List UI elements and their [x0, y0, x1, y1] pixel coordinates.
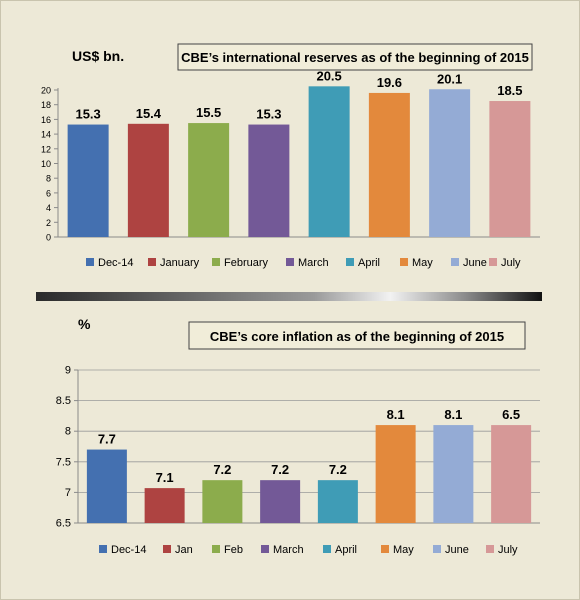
chart2-legend: Dec-14 Jan Feb March April May June July [99, 544, 518, 556]
legend-label: Feb [224, 544, 243, 556]
y-tick-label: 0 [46, 233, 51, 243]
section-divider [36, 292, 542, 301]
data-label: 8.1 [444, 407, 462, 422]
y-tick-label: 8 [46, 174, 51, 184]
y-tick-label: 7 [65, 487, 71, 499]
chart1-title: CBE’s international reserves as of the b… [181, 50, 529, 65]
y-tick-label: 20 [41, 86, 51, 96]
legend-label: Dec-14 [111, 544, 146, 556]
bar-june [433, 425, 474, 523]
y-tick-label: 18 [41, 100, 51, 110]
data-label: 18.5 [497, 83, 522, 98]
y-tick-label: 2 [46, 218, 51, 228]
data-label: 8.1 [387, 407, 405, 422]
legend-swatch [212, 258, 220, 266]
y-tick-label: 8.5 [56, 395, 71, 407]
legend-swatch [433, 545, 441, 553]
legend-swatch [489, 258, 497, 266]
y-tick-label: 6 [46, 188, 51, 198]
bar-may [375, 425, 416, 523]
bar-july [491, 425, 532, 523]
data-label: 6.5 [502, 407, 520, 422]
data-label: 7.2 [213, 462, 231, 477]
legend-label: March [298, 257, 329, 269]
y-tick-label: 16 [41, 115, 51, 125]
legend-swatch [381, 545, 389, 553]
data-label: 7.1 [156, 470, 174, 485]
chart1: US$ bn. CBE’s international reserves as … [41, 43, 540, 269]
legend-swatch [212, 545, 220, 553]
legend-swatch [148, 258, 156, 266]
chart1-bars [67, 86, 531, 238]
legend-label: March [273, 544, 304, 556]
legend-swatch [261, 545, 269, 553]
data-label: 15.3 [256, 107, 281, 122]
bar-january [127, 123, 169, 237]
data-label: 7.2 [271, 462, 289, 477]
bar-april [317, 480, 358, 523]
y-tick-label: 12 [41, 144, 51, 154]
y-tick-label: 7.5 [56, 456, 71, 468]
chart1-y-ticks: 0 2 4 6 8 10 12 14 16 18 20 [41, 86, 58, 243]
legend-label: April [335, 544, 357, 556]
legend-label: Jan [175, 544, 193, 556]
legend-label: June [445, 544, 469, 556]
chart2-ylabel: % [78, 316, 91, 332]
data-label: 19.6 [377, 75, 402, 90]
legend-label: February [224, 257, 269, 269]
bar-march [260, 480, 301, 523]
data-label: 20.5 [316, 68, 341, 83]
data-label: 15.3 [75, 107, 100, 122]
bar-april [308, 86, 350, 237]
legend-swatch [346, 258, 354, 266]
y-tick-label: 9 [65, 365, 71, 377]
y-tick-label: 6.5 [56, 518, 71, 530]
legend-label: Dec-14 [98, 257, 133, 269]
bar-dec-14 [67, 124, 109, 237]
legend-label: July [498, 544, 518, 556]
legend-swatch [163, 545, 171, 553]
legend-label: June [463, 257, 487, 269]
chart1-title-box [177, 43, 533, 71]
legend-label: April [358, 257, 380, 269]
bar-dec-14 [86, 449, 127, 523]
chart2-title: CBE’s core inflation as of the beginning… [210, 329, 504, 344]
data-label: 15.4 [136, 106, 162, 121]
legend-swatch [99, 545, 107, 553]
chart2: % CBE’s core inflation as of the beginni… [56, 316, 540, 556]
legend-label: May [412, 257, 433, 269]
legend-swatch [323, 545, 331, 553]
bar-jan [144, 488, 185, 523]
legend-label: July [501, 257, 521, 269]
y-tick-label: 10 [41, 159, 51, 169]
bar-feb [202, 480, 243, 523]
data-label: 7.2 [329, 462, 347, 477]
chart2-bars [86, 425, 532, 523]
chart2-data-labels: 7.7 7.1 7.2 7.2 7.2 8.1 8.1 6.5 [98, 407, 520, 485]
chart1-data-labels: 15.3 15.4 15.5 15.3 20.5 19.6 20.1 18.5 [75, 68, 522, 121]
legend-swatch [86, 258, 94, 266]
y-tick-label: 4 [46, 203, 51, 213]
bar-july [489, 101, 531, 238]
data-label: 20.1 [437, 71, 462, 86]
chart1-ylabel: US$ bn. [72, 48, 124, 64]
chart2-y-ticks: 6.5 7 7.5 8 8.5 9 [56, 365, 78, 530]
bar-may [368, 92, 410, 237]
data-label: 15.5 [196, 105, 221, 120]
chart1-legend: Dec-14 January February March April May June Ju… [86, 257, 521, 269]
legend-swatch [400, 258, 408, 266]
legend-swatch [286, 258, 294, 266]
legend-label: January [160, 257, 200, 269]
bar-march [248, 124, 290, 237]
legend-label: May [393, 544, 414, 556]
chart2-title-box [188, 321, 526, 350]
y-tick-label: 8 [65, 426, 71, 438]
data-label: 7.7 [98, 432, 116, 447]
bar-june [429, 89, 471, 237]
legend-swatch [486, 545, 494, 553]
bar-february [188, 123, 230, 237]
y-tick-label: 14 [41, 130, 51, 140]
legend-swatch [451, 258, 459, 266]
